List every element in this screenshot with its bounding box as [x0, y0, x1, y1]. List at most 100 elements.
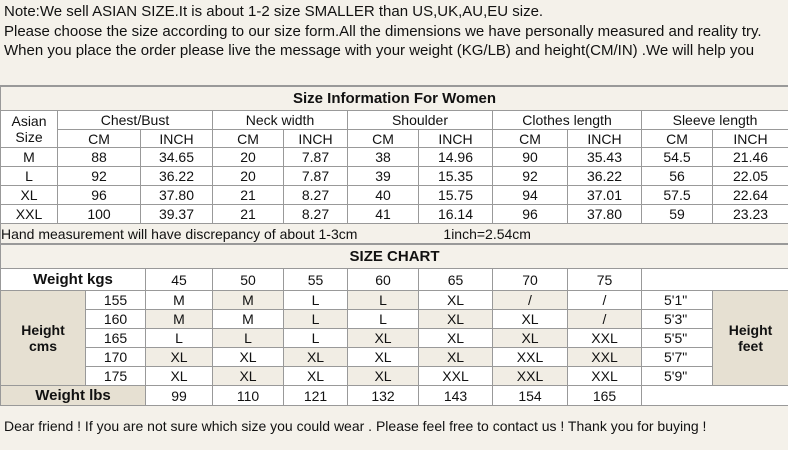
empty-cell [640, 385, 788, 406]
measure-cell: 15.75 [418, 185, 493, 205]
measure-cell: 39.37 [140, 204, 213, 224]
measure-cell: 21.46 [711, 147, 788, 167]
size-cell: XL [212, 366, 284, 386]
size-cell: XXL [567, 328, 642, 348]
size-cell: L [347, 309, 419, 329]
measure-cell: 92 [57, 166, 141, 186]
measure-cell: 54.5 [641, 147, 713, 167]
height-cm: 165 [85, 328, 146, 348]
table-row: XXL 100 39.37 21 8.27 41 16.14 96 37.80 59 23.23 [0, 204, 788, 224]
height-cm: 175 [85, 366, 146, 386]
size-cell: XL [145, 347, 213, 367]
notice-line: When you place the order please live the… [4, 42, 755, 59]
table-row: Height cms 155 M M L L XL //5'1" Height feet [0, 290, 788, 386]
measure-cell: 36.22 [140, 166, 213, 186]
size-cell: M [145, 290, 213, 310]
table-row: Weight kgs 45 50 55 60 65 70 75 [0, 268, 788, 291]
measure-cell: 37.80 [567, 204, 642, 224]
size-cell: XXL [418, 366, 493, 386]
unit-header: INCH [140, 129, 213, 148]
table-row: CM INCH CM INCH CM INCH CM INCH CM INCH [1, 129, 788, 148]
height-feet: 5'3" [641, 309, 713, 329]
measure-cell: 35.43 [567, 147, 642, 167]
size-cell: L [283, 290, 348, 310]
unit-header: CM [641, 129, 713, 148]
table-row: 170 XL XL XL XL XL XXL XXL 5'7" [1, 347, 788, 367]
size-cell: L [212, 328, 284, 348]
size-cell: L [283, 309, 348, 329]
height-cm: 160 [85, 309, 146, 329]
size-cell: XL [492, 328, 568, 348]
table-title: Size Information For Women [0, 86, 788, 111]
label-text: Height feet [728, 322, 773, 354]
measure-cell: 8.27 [283, 185, 348, 205]
size-cell: XL [418, 309, 493, 329]
note-cell: Hand measurement will have discrepancy o… [0, 223, 788, 244]
weight-kg: 50 [212, 268, 284, 291]
unit-header: INCH [418, 129, 493, 148]
size-cell: / [492, 290, 568, 310]
footer: Dear friend ! If you are not sure which … [4, 418, 707, 434]
table-row: 160 M M L L XL XL/5'3" [1, 309, 788, 329]
height-feet: 5'7" [641, 347, 713, 367]
measure-cell: 20 [212, 166, 284, 186]
weight-lb: 143 [418, 385, 493, 406]
measure-cell: 21 [212, 204, 284, 224]
size-cell: M [212, 309, 284, 329]
measure-cell: 100 [57, 204, 141, 224]
label-text: Height cms [21, 322, 65, 354]
size-cell: XXL [567, 366, 642, 386]
table-row: Hand measurement will have discrepancy o… [0, 223, 788, 244]
weight-lbs-label: Weight lbs [0, 385, 146, 406]
size-cell: XXL [492, 347, 568, 367]
size-cell: XL [283, 366, 348, 386]
size-cell: L [0, 166, 58, 186]
chart-title: SIZE CHART [0, 244, 788, 269]
measure-cell: 56 [641, 166, 713, 186]
measure-cell: 88 [57, 147, 141, 167]
height-feet-label: Height feet [711, 290, 788, 386]
unit-header: CM [57, 129, 141, 148]
weight-kg: 70 [492, 268, 568, 291]
size-cell: XL [347, 347, 419, 367]
measure-cell: 92 [492, 166, 568, 186]
size-cell: XXL [492, 366, 568, 386]
size-cell: XL [145, 366, 213, 386]
table-row: M 88 34.65 20 7.87 38 14.96 90 35.43 54.5 21.46 [0, 147, 788, 167]
measure-cell: 38 [347, 147, 419, 167]
measure-header: Neck width [212, 110, 348, 130]
note-text: 1inch=2.54cm [443, 225, 531, 242]
measure-cell: 15.35 [418, 166, 493, 186]
height-cm: 155 [85, 290, 146, 310]
measure-cell: 16.14 [418, 204, 493, 224]
weight-kg: 55 [283, 268, 348, 291]
unit-header: CM [492, 129, 568, 148]
measure-cell: 37.01 [567, 185, 642, 205]
measure-header: Chest/Bust [57, 110, 213, 130]
weight-kg: 45 [145, 268, 213, 291]
height-cms-label: Height cms [0, 290, 86, 386]
measure-cell: 41 [347, 204, 419, 224]
size-cell: XL [418, 328, 493, 348]
table-row: Size Information For Women [0, 86, 788, 111]
height-cm: 170 [85, 347, 146, 367]
table-row: L 92 36.22 20 7.87 39 15.35 92 36.22 56 22.05 [0, 166, 788, 186]
measure-cell: 14.96 [418, 147, 493, 167]
note-text: Hand measurement will have discrepancy o… [1, 225, 358, 242]
measure-cell: 96 [57, 185, 141, 205]
size-cell: M [145, 309, 213, 329]
size-cell: XL [283, 347, 348, 367]
notice-line: Note:We sell ASIAN SIZE.It is about 1-2 … [4, 3, 544, 20]
weight-lb: 165 [567, 385, 642, 406]
measure-cell: 34.65 [140, 147, 213, 167]
measure-cell: 22.05 [711, 166, 788, 186]
table-row: XL 96 37.80 21 8.27 40 15.75 94 37.01 57.5 22.64 [0, 185, 788, 205]
measure-cell: 23.23 [711, 204, 788, 224]
empty-cell [640, 268, 788, 291]
size-cell: XL [347, 328, 419, 348]
size-cell: M [212, 290, 284, 310]
size-cell: XL [418, 347, 493, 367]
size-cell: XXL [567, 347, 642, 367]
unit-header: CM [347, 129, 419, 148]
